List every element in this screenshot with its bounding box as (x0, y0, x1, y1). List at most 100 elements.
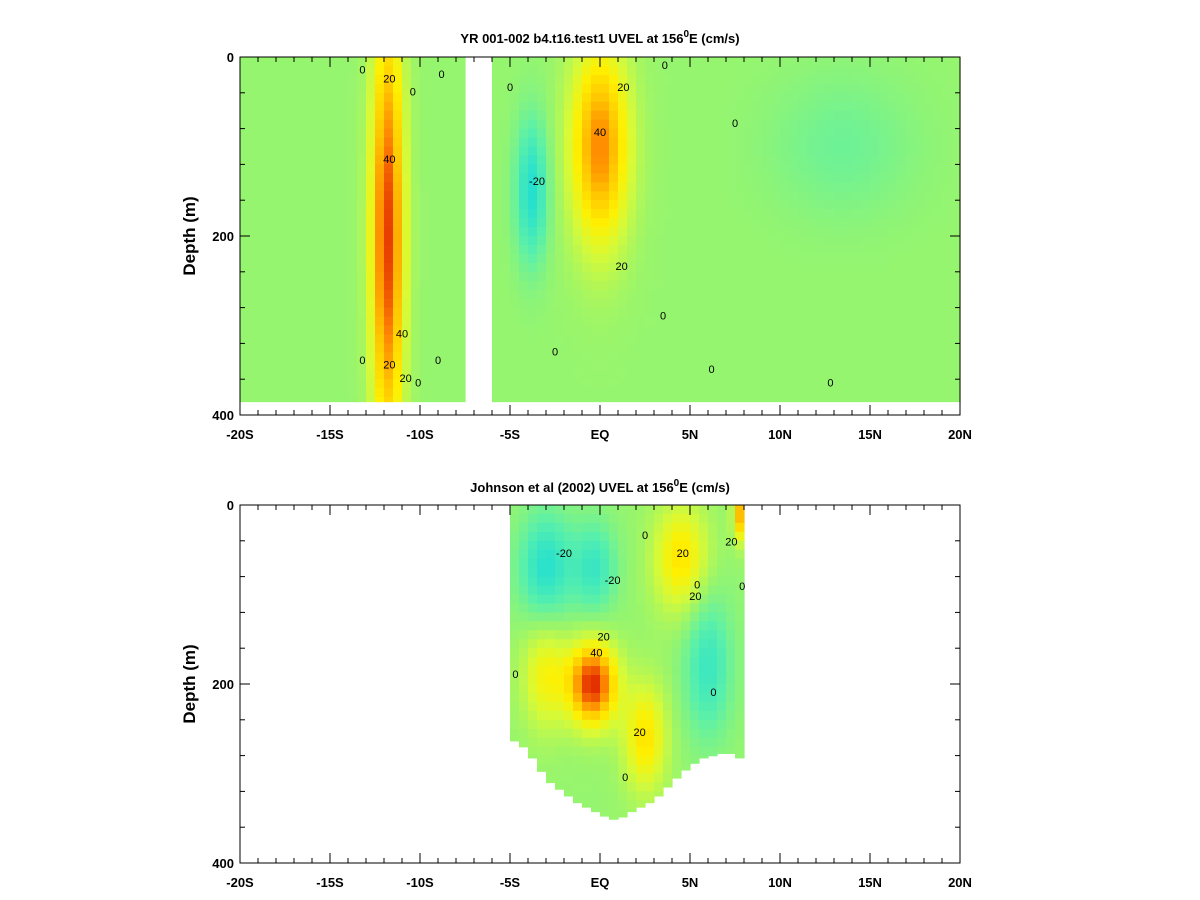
heatmap-cell (519, 540, 529, 551)
heatmap-cell (771, 271, 781, 282)
heatmap-cell (843, 83, 853, 94)
heatmap-cell (645, 603, 655, 613)
heatmap-cell (681, 119, 691, 130)
heatmap-cell (294, 182, 304, 192)
heatmap-cell (762, 101, 772, 112)
heatmap-cell (717, 334, 727, 344)
heatmap-cell (798, 191, 808, 201)
contour-label: 40 (383, 154, 395, 166)
heatmap-cell (663, 692, 673, 703)
heatmap-cell (735, 227, 745, 237)
heatmap-cell (537, 92, 547, 103)
heatmap-cell (699, 298, 709, 309)
heatmap-cell (519, 746, 529, 748)
heatmap-cell (690, 119, 700, 130)
heatmap-cell (393, 83, 403, 94)
heatmap-cell (717, 370, 727, 380)
heatmap-cell (267, 110, 277, 121)
heatmap-cell (564, 164, 574, 174)
heatmap-cell (708, 262, 718, 273)
heatmap-cell (564, 621, 574, 631)
heatmap-cell (582, 513, 592, 524)
heatmap-cell (528, 513, 538, 524)
chart-title-main: Johnson et al (2002) UVEL at 156 (470, 480, 674, 495)
heatmap-cell (348, 218, 358, 228)
heatmap-cell (393, 137, 403, 148)
heatmap-cell (357, 262, 367, 273)
heatmap-cell (348, 209, 358, 219)
heatmap-cell (690, 182, 700, 192)
heatmap-cell (267, 397, 277, 403)
heatmap-cell (312, 200, 322, 210)
heatmap-cell (852, 307, 862, 318)
heatmap-cell (321, 191, 331, 201)
heatmap-cell (780, 65, 790, 76)
heatmap-cell (672, 585, 682, 596)
heatmap-cell (915, 164, 925, 174)
heatmap-cell (339, 253, 349, 264)
heatmap-cell (582, 262, 592, 273)
heatmap-cell (492, 200, 502, 210)
heatmap-cell (663, 782, 673, 788)
heatmap-cell (267, 200, 277, 210)
heatmap-cell (564, 74, 574, 85)
heatmap-cell (771, 57, 781, 67)
heatmap-cell (510, 701, 520, 712)
heatmap-cell (564, 594, 574, 605)
heatmap-cell (672, 612, 682, 622)
heatmap-cell (348, 137, 358, 148)
heatmap-cell (591, 200, 601, 210)
heatmap-cell (906, 352, 916, 362)
heatmap-cell (717, 603, 727, 613)
heatmap-cell (285, 218, 295, 228)
heatmap-cell (600, 128, 610, 139)
heatmap-cell (258, 343, 268, 353)
heatmap-cell (870, 209, 880, 219)
heatmap-cell (600, 164, 610, 174)
heatmap-cell (654, 746, 664, 757)
heatmap-cell (384, 191, 394, 201)
heatmap-cell (942, 164, 952, 174)
heatmap-cell (942, 137, 952, 148)
heatmap-cell (672, 379, 682, 389)
heatmap-cell (591, 352, 601, 362)
heatmap-cell (357, 209, 367, 219)
heatmap-cell (519, 155, 529, 165)
heatmap-cell (447, 397, 457, 403)
heatmap-cell (798, 155, 808, 165)
heatmap-cell (276, 262, 286, 273)
heatmap-cell (906, 209, 916, 219)
heatmap-cell (249, 388, 259, 398)
heatmap-cell (537, 173, 547, 183)
heatmap-cell (789, 191, 799, 201)
heatmap-cell (258, 236, 268, 246)
heatmap-cell (744, 191, 754, 201)
heatmap-cell (942, 173, 952, 183)
heatmap-cell (654, 74, 664, 85)
heatmap-cell (438, 352, 448, 362)
heatmap-cell (492, 155, 502, 165)
heatmap-cell (528, 728, 538, 739)
heatmap-cell (825, 236, 835, 246)
heatmap-cell (609, 540, 619, 551)
heatmap-cell (762, 146, 772, 157)
heatmap-cell (339, 370, 349, 380)
heatmap-cell (600, 639, 610, 649)
heatmap-cell (663, 764, 673, 775)
heatmap-cell (915, 280, 925, 291)
heatmap-cell (825, 155, 835, 165)
heatmap-cell (312, 110, 322, 121)
heatmap-cell (582, 505, 592, 515)
heatmap-cell (276, 92, 286, 103)
heatmap-cell (312, 397, 322, 403)
heatmap-cell (924, 343, 934, 353)
heatmap-cell (429, 352, 439, 362)
heatmap-cell (438, 218, 448, 228)
heatmap-cell (609, 244, 619, 255)
heatmap-cell (672, 200, 682, 210)
heatmap-cell (726, 576, 736, 587)
heatmap-cell (492, 361, 502, 371)
heatmap-cell (924, 298, 934, 309)
heatmap-cell (726, 164, 736, 174)
heatmap-cell (564, 57, 574, 67)
